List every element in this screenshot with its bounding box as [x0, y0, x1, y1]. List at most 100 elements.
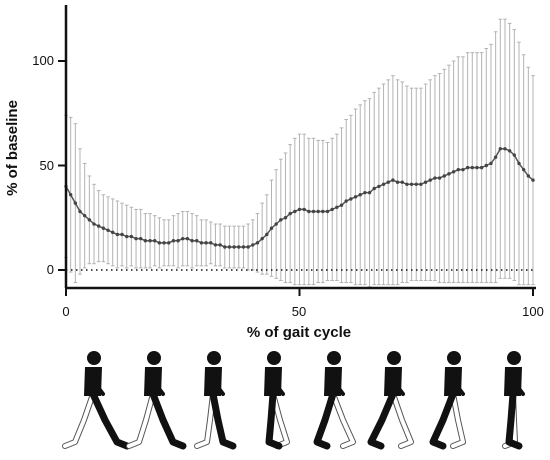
x-tick-label-100: 100	[522, 304, 544, 319]
data-point-63	[358, 193, 362, 197]
x-ticks-group	[65, 288, 534, 296]
data-point-59	[339, 203, 344, 207]
walking-figure-front-leg	[149, 390, 187, 450]
data-point-52	[307, 209, 311, 214]
data-point-70	[391, 178, 395, 182]
walking-figure-arm	[333, 368, 345, 396]
y-axis-title: % of baseline	[4, 100, 21, 196]
data-point-42	[260, 236, 264, 241]
data-point-27	[190, 239, 194, 243]
data-point-94	[503, 147, 507, 151]
data-point-20	[157, 241, 162, 245]
data-point-72	[400, 180, 404, 184]
walking-figure-front-leg	[429, 390, 457, 450]
walking-figure-sequence	[62, 351, 525, 450]
data-point-54	[316, 209, 320, 214]
walking-figure-front-leg	[265, 390, 283, 450]
data-point-19	[153, 239, 157, 243]
data-point-82	[447, 172, 451, 176]
data-point-68	[381, 182, 386, 187]
data-point-11	[115, 232, 120, 237]
walking-figure-arm	[393, 368, 405, 396]
y-ticks-group	[58, 60, 66, 271]
data-point-85	[461, 167, 465, 172]
data-point-86	[465, 165, 470, 170]
walking-figure-head	[447, 351, 461, 365]
data-point-22	[167, 241, 171, 245]
data-point-100	[531, 178, 535, 182]
walking-figure-back-leg	[271, 392, 289, 448]
data-point-41	[255, 241, 260, 245]
data-point-64	[363, 190, 367, 195]
walking-figure-1	[62, 351, 131, 450]
data-point-55	[321, 209, 325, 214]
walking-figure-5	[313, 351, 356, 450]
data-point-98	[521, 167, 526, 172]
data-point-50	[297, 207, 302, 212]
walking-figure-arm	[213, 368, 225, 396]
data-point-28	[195, 239, 199, 243]
data-point-45	[274, 222, 278, 226]
walking-figure-back-leg	[331, 392, 355, 448]
data-point-61	[349, 197, 353, 201]
walking-figure-head	[207, 351, 221, 365]
walking-figure-4	[264, 351, 290, 450]
data-point-10	[111, 230, 115, 235]
walking-figure-2	[126, 351, 187, 450]
data-point-21	[162, 241, 166, 245]
data-point-84	[456, 167, 460, 172]
walking-figure-arm	[273, 368, 285, 396]
data-point-89	[479, 165, 484, 170]
x-tick-label-50: 50	[292, 304, 306, 319]
data-point-92	[493, 155, 498, 159]
data-point-90	[484, 163, 488, 168]
data-point-73	[405, 182, 409, 187]
y-tick-label-50: 50	[40, 158, 54, 173]
data-point-91	[489, 161, 493, 166]
walking-figure-front-leg	[367, 390, 397, 450]
data-point-30	[204, 241, 208, 245]
data-point-97	[517, 161, 521, 166]
data-point-48	[288, 211, 292, 216]
data-point-88	[475, 165, 479, 170]
walking-figure-front-leg	[89, 390, 131, 450]
walking-figure-arm	[93, 368, 105, 396]
data-point-44	[269, 226, 274, 230]
data-point-3	[78, 209, 82, 214]
data-point-81	[442, 174, 446, 178]
walking-figure-7	[429, 351, 466, 450]
data-point-31	[209, 241, 213, 245]
data-point-7	[96, 224, 101, 228]
data-point-57	[330, 207, 334, 212]
data-point-33	[218, 243, 222, 247]
data-point-35	[227, 245, 232, 249]
walking-figure-back-leg	[195, 392, 215, 448]
walking-figure-6	[367, 351, 414, 450]
data-point-96	[512, 153, 517, 157]
data-point-62	[353, 195, 358, 199]
x-axis-title: % of gait cycle	[247, 324, 351, 341]
data-point-74	[409, 182, 414, 187]
walking-figure-arm	[453, 368, 465, 396]
y-tick-label-0: 0	[47, 262, 54, 277]
data-point-25	[181, 236, 185, 241]
walking-figure-head	[147, 351, 161, 365]
data-point-37	[237, 245, 241, 249]
data-point-38	[241, 245, 246, 249]
data-point-58	[335, 205, 339, 209]
data-point-36	[232, 245, 236, 249]
data-point-17	[143, 239, 148, 243]
walking-figure-front-leg	[505, 390, 523, 450]
walking-figure-arm	[513, 368, 525, 396]
mean-points-group	[64, 147, 535, 249]
walking-figure-back-leg	[451, 392, 465, 448]
data-point-67	[377, 184, 381, 189]
walking-figure-head	[327, 351, 341, 365]
data-point-16	[139, 236, 143, 241]
data-point-79	[433, 176, 437, 180]
data-point-34	[223, 245, 227, 249]
data-point-29	[199, 241, 204, 245]
walking-figure-back-leg	[391, 392, 413, 448]
data-point-83	[451, 170, 456, 174]
